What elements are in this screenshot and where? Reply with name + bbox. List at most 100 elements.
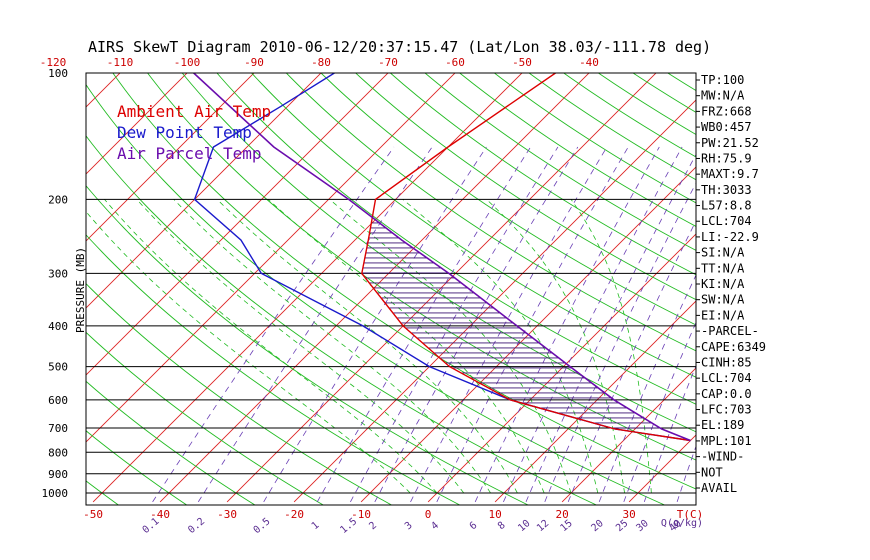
mixing-ratio-tick-label: 2 xyxy=(367,520,379,532)
legend: Ambient Air Temp Dew Point Temp Air Parcel… xyxy=(117,102,271,163)
stat-item: CAP:0.0 xyxy=(701,387,752,401)
pressure-tick-label: 900 xyxy=(48,468,68,481)
stat-item: -PARCEL- xyxy=(701,324,759,338)
plot-frame xyxy=(85,72,697,506)
dry-adiabat-line xyxy=(86,480,120,505)
legend-entry: Ambient Air Temp xyxy=(117,102,271,121)
stat-item: MW:N/A xyxy=(701,89,745,103)
dry-adiabat-line xyxy=(285,73,696,352)
stat-item: AVAIL xyxy=(701,481,737,495)
dry-adiabat-line xyxy=(666,73,696,92)
dry-adiabat-line xyxy=(86,83,666,505)
bottom-temp-axis: -50 -40 -30 -20 -10 0 10 20 30 T(C) xyxy=(83,508,703,521)
mixing-ratio-tick-label: 20 xyxy=(589,518,605,534)
mixing-ratio-line xyxy=(544,182,696,503)
stat-item: KI:N/A xyxy=(701,277,745,291)
bottom-temp-tick-label: -30 xyxy=(217,508,237,521)
dry-adiabat-line xyxy=(86,380,256,505)
mixing-ratio-tick-label: 6 xyxy=(468,520,480,532)
mixing-ratio-unit-label: Q(g/kg) xyxy=(661,518,703,529)
pressure-tick-label: 700 xyxy=(48,422,68,435)
mixing-ratio-tick-label: 10 xyxy=(516,518,532,534)
dry-adiabat-line xyxy=(355,73,696,301)
dry-adiabat-line xyxy=(424,73,696,251)
isotherm-line xyxy=(86,73,389,376)
mixing-ratio-line xyxy=(436,146,629,503)
top-temp-tick-label: -100 xyxy=(174,56,201,69)
profiles xyxy=(193,73,691,442)
bottom-temp-tick-label: 20 xyxy=(555,508,568,521)
bottom-temp-tick-label: -50 xyxy=(83,508,103,521)
pressure-tick-label: 500 xyxy=(48,361,68,374)
stat-item: RH:75.9 xyxy=(701,151,752,165)
mixing-ratio-line xyxy=(525,153,696,503)
isotherm-line xyxy=(561,367,696,503)
stat-item: TP:100 xyxy=(701,73,744,87)
dry-adiabat-line xyxy=(86,135,598,505)
dry-adiabat-line xyxy=(562,73,696,158)
dry-adiabat-line xyxy=(389,73,696,276)
legend-entry: Dew Point Temp xyxy=(117,123,252,142)
moist-adiabat-line xyxy=(216,199,518,494)
pressure-tick-label: 200 xyxy=(48,193,68,206)
isotherm-line xyxy=(86,73,322,309)
stat-item: CINH:85 xyxy=(701,355,752,369)
mixing-ratio-tick-label: 1 xyxy=(310,520,322,532)
dry-adiabat-line xyxy=(112,73,696,490)
bottom-temp-tick-label: 10 xyxy=(488,508,501,521)
top-temp-tick-label: -50 xyxy=(512,56,532,69)
pressure-tick-label: 1000 xyxy=(42,487,69,500)
moist-adiabat-line xyxy=(136,199,465,494)
isotherm-line xyxy=(86,73,188,175)
moist-adiabat-line xyxy=(570,199,652,494)
stat-item: LFC:703 xyxy=(701,403,752,417)
dry-adiabat-line xyxy=(251,73,696,378)
mixing-ratio-tick-label: 8 xyxy=(496,520,508,532)
temp-unit-label: T(C) xyxy=(677,508,704,521)
mixing-ratio-tick-label: 12 xyxy=(535,518,551,534)
pressure-axis: 100 200 300 400 500 600 700 800 900 1000 xyxy=(42,67,69,500)
stat-item: EI:N/A xyxy=(701,308,745,322)
isotherm-line xyxy=(0,64,62,502)
isotherm-line xyxy=(293,99,696,503)
mixing-ratio-line xyxy=(350,146,559,503)
top-temp-tick-label: -70 xyxy=(378,56,398,69)
pressure-tick-label: 400 xyxy=(48,320,68,333)
mixing-ratio-tick-label: 3 xyxy=(403,520,415,532)
mixing-ratio-tick-label: 30 xyxy=(635,518,651,534)
top-temp-tick-label: -120 xyxy=(40,56,67,69)
stat-item: L57:8.8 xyxy=(701,199,752,213)
dry-adiabat-line xyxy=(458,73,696,227)
moist-adiabat-line xyxy=(486,199,625,494)
top-temp-tick-label: -80 xyxy=(311,56,331,69)
dry-adiabat-line xyxy=(86,331,325,505)
bottom-temp-tick-label: -40 xyxy=(150,508,170,521)
mixing-ratio-tick-label: 0.2 xyxy=(186,516,207,536)
top-temp-tick-label: -90 xyxy=(244,56,264,69)
dry-adiabat-line xyxy=(86,234,461,505)
chart-title: AIRS SkewT Diagram 2010-06-12/20:37:15.4… xyxy=(88,38,711,56)
stat-item: SI:N/A xyxy=(701,246,745,260)
stat-item: LCL:704 xyxy=(701,371,752,385)
bottom-temp-tick-label: 30 xyxy=(622,508,635,521)
stat-item: TH:3033 xyxy=(701,183,752,197)
stat-item: LI:-22.9 xyxy=(701,230,759,244)
stat-item: WB0:457 xyxy=(701,120,752,134)
dry-adiabat-line xyxy=(86,282,393,505)
pressure-tick-label: 600 xyxy=(48,394,68,407)
stat-item: SW:N/A xyxy=(701,293,745,307)
stat-item: MAXT:9.7 xyxy=(701,167,759,181)
cape-hatch xyxy=(361,217,661,429)
dry-adiabat-line xyxy=(86,430,188,505)
parcel-profile xyxy=(193,73,691,442)
isotherm-line xyxy=(86,73,456,443)
pressure-tick-label: 300 xyxy=(48,267,68,280)
stat-item: MPL:101 xyxy=(701,434,752,448)
isotherm-line xyxy=(830,64,870,502)
bottom-temp-tick-label: -10 xyxy=(351,508,371,521)
bottom-temp-tick-label: 0 xyxy=(425,508,432,521)
mixing-ratio-line xyxy=(410,146,608,503)
mixing-ratio-tick-label: 0.5 xyxy=(252,516,273,536)
stat-item: EL:189 xyxy=(701,418,744,432)
